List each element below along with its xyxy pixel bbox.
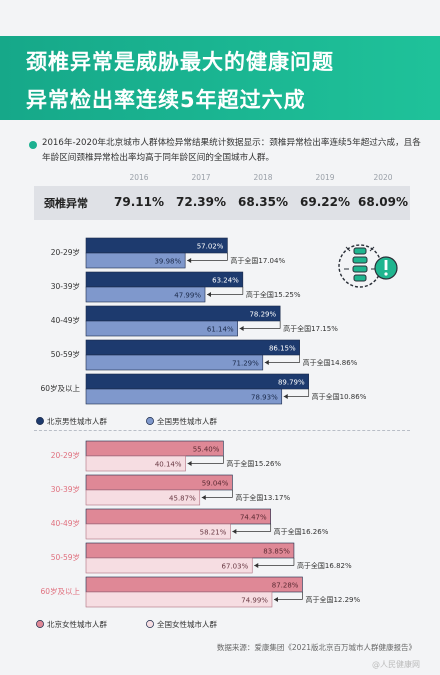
diff-annotation: 高于全国12.29% xyxy=(305,595,360,604)
category-label: 60岁及以上 xyxy=(40,586,80,596)
bar-national xyxy=(85,252,186,269)
legend-label: 全国女性城市人群 xyxy=(157,619,217,629)
diff-arrow-head xyxy=(207,292,212,297)
bar-value-beijing: 57.02% xyxy=(197,243,224,251)
bar-national xyxy=(85,455,186,472)
bar-value-national: 58.21% xyxy=(200,529,227,537)
bar-beijing xyxy=(85,339,300,356)
legend-swatch xyxy=(36,620,44,628)
spine-alert-icon xyxy=(336,238,400,294)
intro-text: 2016年-2020年北京城市人群体检异常结果统计数据显示：颈椎异常检出率连续5… xyxy=(42,138,421,163)
legend-swatch xyxy=(36,417,44,425)
diff-annotation: 高于全国13.17% xyxy=(235,493,290,502)
bar-value-beijing: 74.47% xyxy=(240,514,267,522)
bar-value-national: 39.98% xyxy=(154,258,181,266)
category-label: 20-29岁 xyxy=(51,247,80,257)
bar-national xyxy=(85,557,253,574)
legend-label: 北京女性城市人群 xyxy=(47,619,107,629)
legend-swatch xyxy=(146,417,154,425)
diff-annotation: 高于全国16.26% xyxy=(274,527,329,536)
bar-value-national: 78.93% xyxy=(251,394,278,402)
section-divider xyxy=(34,430,410,431)
year-cell: 2018 xyxy=(253,173,273,182)
bar-value-national: 47.99% xyxy=(174,292,201,300)
category-label: 30-39岁 xyxy=(51,484,80,494)
watermark: @人民健康网 xyxy=(372,660,420,669)
bar-value-beijing: 87.28% xyxy=(272,582,299,590)
diff-arrow-head xyxy=(187,461,192,466)
bar-value-beijing: 89.79% xyxy=(278,379,305,387)
diff-annotation: 高于全国17.04% xyxy=(230,256,285,265)
diff-annotation: 高于全国15.25% xyxy=(246,290,301,299)
bar-beijing xyxy=(85,373,309,390)
title-banner xyxy=(0,36,440,120)
bar-value-beijing: 55.40% xyxy=(193,446,220,454)
annual-rate-table: 2016 2017 2018 2019 2020 颈椎异常 79.11% 72.… xyxy=(34,170,410,220)
category-label: 40-49岁 xyxy=(51,518,80,528)
year-row: 2016 2017 2018 2019 2020 xyxy=(34,170,410,186)
diff-annotation: 高于全国16.82% xyxy=(297,561,352,570)
category-label: 60岁及以上 xyxy=(40,383,80,393)
year-cell: 2016 xyxy=(129,173,149,182)
diff-arrow-head xyxy=(283,394,288,399)
rate-cell: 79.11% xyxy=(114,195,164,209)
bar-value-beijing: 63.24% xyxy=(212,277,239,285)
category-label: 50-59岁 xyxy=(51,349,80,359)
diff-arrow-head xyxy=(232,529,237,534)
bar-national xyxy=(85,286,206,303)
bar-value-national: 67.03% xyxy=(222,563,249,571)
rate-cell: 68.09% xyxy=(358,195,408,209)
category-label: 50-59岁 xyxy=(51,552,80,562)
diff-arrow-head xyxy=(187,258,192,263)
bar-beijing xyxy=(85,576,303,593)
bar-value-beijing: 59.04% xyxy=(202,480,229,488)
bar-national xyxy=(85,354,264,371)
diff-annotation: 高于全国14.86% xyxy=(303,358,358,367)
diff-arrow-head xyxy=(239,326,244,331)
rate-cell: 68.35% xyxy=(238,195,288,209)
bar-national xyxy=(85,320,238,337)
rate-cell: 69.22% xyxy=(300,195,350,209)
diff-arrow-head xyxy=(264,360,269,365)
bar-value-national: 40.14% xyxy=(155,461,182,469)
year-cell: 2017 xyxy=(191,173,211,182)
diff-annotation: 高于全国17.15% xyxy=(283,324,338,333)
bar-value-national: 61.14% xyxy=(207,326,234,334)
bullet-icon xyxy=(29,141,37,149)
year-cell: 2020 xyxy=(373,173,393,182)
diff-annotation: 高于全国15.26% xyxy=(226,459,281,468)
bar-value-national: 45.87% xyxy=(169,495,196,503)
rate-row-label: 颈椎异常 xyxy=(44,197,88,210)
bar-value-national: 71.29% xyxy=(232,360,259,368)
diff-arrow-head xyxy=(273,597,278,602)
rate-row: 颈椎异常 79.11% 72.39% 68.35% 69.22% 68.09% xyxy=(34,186,410,220)
diff-arrow-head xyxy=(254,563,259,568)
bar-value-beijing: 78.29% xyxy=(249,311,276,319)
bar-value-beijing: 86.15% xyxy=(269,345,296,353)
bar-national xyxy=(85,591,273,608)
bar-national xyxy=(85,489,201,506)
title-line-1: 颈椎异常是威胁最大的健康问题 xyxy=(26,50,334,74)
title-line-2: 异常检出率连续5年超过六成 xyxy=(26,88,306,112)
legend-label: 北京男性城市人群 xyxy=(47,416,107,426)
category-label: 20-29岁 xyxy=(51,450,80,460)
bar-value-beijing: 83.85% xyxy=(263,548,290,556)
bar-national xyxy=(85,523,231,540)
diff-annotation: 高于全国10.86% xyxy=(312,392,367,401)
bar-value-national: 74.99% xyxy=(241,597,268,605)
year-cell: 2019 xyxy=(315,173,335,182)
bar-national xyxy=(85,388,283,405)
category-label: 30-39岁 xyxy=(51,281,80,291)
diff-arrow-head xyxy=(201,495,206,500)
category-label: 40-49岁 xyxy=(51,315,80,325)
rate-cell: 72.39% xyxy=(176,195,226,209)
legend-label: 全国男性城市人群 xyxy=(157,416,217,426)
legend-swatch xyxy=(146,620,154,628)
source-note: 数据来源：爱康集团《2021版北京百万城市人群健康报告》 xyxy=(216,643,416,652)
